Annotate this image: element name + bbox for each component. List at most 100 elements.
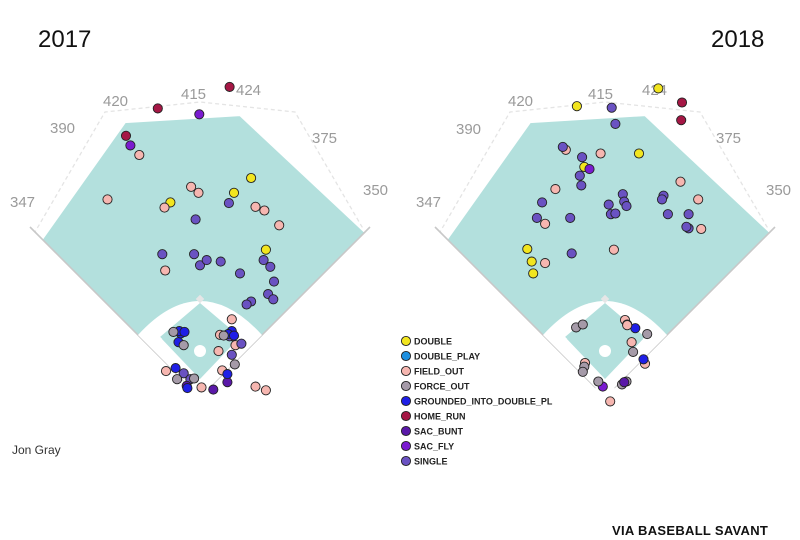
point-2018-3-double bbox=[653, 83, 664, 94]
wall-labels-2017: 347 390 420 415 424 375 350 bbox=[10, 82, 388, 211]
point-2018-42-single bbox=[566, 248, 577, 259]
point-2017-47-single bbox=[236, 338, 247, 349]
legend-swatch-home_run bbox=[400, 410, 412, 422]
point-2018-46-sac_fly bbox=[584, 164, 595, 175]
point-2017-57-gidp bbox=[228, 330, 240, 341]
wall-label-lf-2017: 347 bbox=[10, 194, 35, 211]
point-2017-43-single bbox=[178, 368, 189, 379]
legend-label-double: DOUBLE bbox=[414, 337, 452, 347]
point-2018-53-force_out bbox=[642, 329, 653, 340]
wall-label-lcf-2017: 390 bbox=[50, 120, 75, 137]
point-2018-12-field_out bbox=[675, 176, 686, 187]
point-2017-32-single bbox=[194, 260, 206, 271]
point-2018-29-single bbox=[537, 197, 548, 208]
point-2018-45-single bbox=[603, 199, 614, 210]
point-2017-54-gidp bbox=[179, 326, 190, 337]
point-2018-2-double bbox=[571, 101, 582, 112]
point-2017-23-field_out bbox=[160, 366, 172, 377]
point-2018-32-single bbox=[565, 212, 576, 223]
wall-label-rcf-2017: 375 bbox=[312, 130, 337, 147]
panel-year-2017: 2017 bbox=[38, 26, 91, 53]
point-2017-29-single bbox=[190, 214, 201, 225]
source-credit: VIA BASEBALL SAVANT bbox=[612, 523, 768, 538]
point-2018-38-single bbox=[656, 194, 668, 205]
point-2017-62-force_out bbox=[178, 340, 189, 351]
point-2017-18-field_out bbox=[226, 314, 237, 325]
point-2018-6-double bbox=[522, 243, 533, 255]
point-2018-52-force_out bbox=[577, 319, 588, 330]
point-2017-4-sac_fly bbox=[125, 140, 136, 151]
legend-label-single: SINGLE bbox=[414, 457, 448, 467]
point-2017-24-field_out bbox=[250, 381, 261, 392]
point-2017-58-gidp bbox=[170, 363, 181, 374]
point-2018-20-field_out bbox=[626, 337, 637, 348]
point-2018-23-field_out bbox=[605, 396, 616, 407]
field-panel-2018 bbox=[433, 100, 777, 412]
legend-swatch-force_out bbox=[400, 380, 412, 392]
wall-label-lcf-2018: 390 bbox=[456, 121, 481, 138]
point-2017-61-force_out bbox=[168, 326, 179, 337]
point-2017-3-sac_fly bbox=[194, 109, 205, 120]
legend-swatch-sac_bunt bbox=[400, 425, 412, 437]
point-2018-55-force_out bbox=[577, 366, 588, 377]
point-2017-64-force_out bbox=[229, 359, 240, 370]
point-2017-41-single bbox=[268, 294, 279, 305]
wall-labels-2018: 347 390 420 415 424 375 350 bbox=[416, 82, 791, 211]
point-2017-59-gidp bbox=[182, 383, 193, 394]
point-2018-10-field_out bbox=[595, 148, 606, 159]
point-2018-16-field_out bbox=[540, 258, 551, 269]
legend-label-double_play: DOUBLE_PLAY bbox=[414, 352, 480, 362]
point-2018-25-single bbox=[606, 102, 617, 113]
legend-label-sac_bunt: SAC_BUNT bbox=[414, 427, 464, 437]
legend-swatch-sac_fly bbox=[400, 440, 412, 452]
point-2018-11-field_out bbox=[550, 184, 561, 195]
legend-swatch-single bbox=[400, 455, 412, 467]
wall-label-cf-2017: 415 bbox=[181, 86, 206, 103]
legend-label-field_out: FIELD_OUT bbox=[414, 367, 465, 377]
legend-swatch-gidp bbox=[400, 395, 412, 407]
point-2017-42-single bbox=[201, 255, 212, 266]
legend-swatch-field_out bbox=[400, 365, 412, 377]
point-2017-15-field_out bbox=[259, 205, 270, 216]
point-2017-2-home_run bbox=[224, 81, 235, 92]
legend-label-force_out: FORCE_OUT bbox=[414, 382, 470, 392]
player-name: Jon Gray bbox=[12, 443, 61, 457]
point-2018-39-single bbox=[683, 209, 694, 220]
wall-label-rf-2017: 350 bbox=[363, 182, 388, 199]
point-2018-36-single bbox=[621, 201, 632, 212]
point-2018-24-single bbox=[557, 141, 568, 152]
point-2017-60-gidp bbox=[222, 369, 233, 380]
point-2017-36-single bbox=[265, 261, 276, 272]
point-2017-21-field_out bbox=[213, 346, 224, 357]
point-2018-59-field_out bbox=[622, 320, 633, 331]
point-2017-33-single bbox=[215, 256, 226, 267]
point-2018-15-field_out bbox=[696, 223, 707, 235]
point-2017-35-single bbox=[258, 255, 269, 266]
point-2017-26-field_out bbox=[196, 382, 207, 393]
point-2017-16-field_out bbox=[274, 220, 285, 231]
point-2018-28-single bbox=[574, 170, 585, 181]
wall-label-rcf-2018: 375 bbox=[716, 130, 741, 147]
point-2018-27-single bbox=[577, 152, 588, 163]
point-2018-41-single bbox=[681, 221, 692, 232]
point-2017-46-single bbox=[226, 349, 237, 360]
wall-label-lf-2018: 347 bbox=[416, 194, 441, 211]
wall-label-cf-2018: 415 bbox=[588, 86, 613, 103]
point-2017-50-sac_bunt bbox=[208, 384, 219, 395]
point-2017-17-field_out bbox=[160, 265, 171, 276]
point-2018-50-force_out bbox=[628, 346, 639, 357]
legend-label-home_run: HOME_RUN bbox=[414, 412, 466, 422]
point-2017-0-home_run bbox=[120, 130, 132, 141]
point-2017-63-force_out bbox=[218, 330, 229, 341]
point-2018-0-home_run bbox=[676, 97, 688, 108]
point-2017-5-double bbox=[246, 172, 257, 184]
point-2017-10-field_out bbox=[134, 149, 145, 161]
point-2018-34-single bbox=[610, 208, 621, 219]
point-2018-48-gidp bbox=[638, 354, 649, 365]
point-2018-56-force_out bbox=[593, 376, 604, 387]
panel-year-2018: 2018 bbox=[711, 26, 764, 53]
legend: DOUBLE DOUBLE_PLAY FIELD_OUT FORCE_OUT GROUN… bbox=[400, 335, 553, 467]
point-2018-30-single bbox=[576, 180, 587, 191]
point-2018-7-double bbox=[526, 256, 537, 267]
